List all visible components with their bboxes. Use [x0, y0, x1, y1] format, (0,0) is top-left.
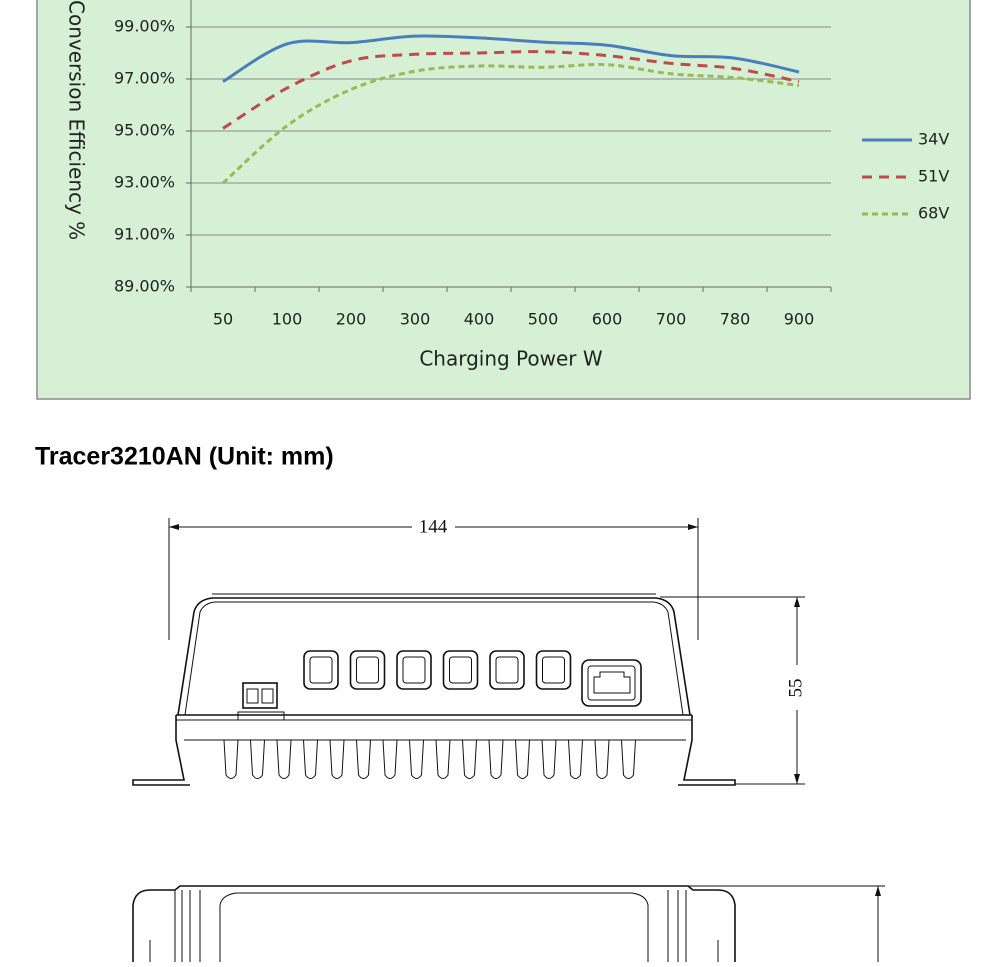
- fin: [594, 739, 610, 779]
- series-line: [222, 50, 800, 130]
- fin: [621, 739, 636, 779]
- width-dimension: 144: [419, 516, 448, 537]
- button-inner: [402, 656, 426, 684]
- button-outline: [489, 650, 525, 690]
- y-tick-label: 99.00%: [114, 17, 175, 36]
- series-line: [222, 34, 800, 83]
- button-inner: [495, 656, 519, 684]
- chart-frame: [36, 0, 971, 400]
- x-tick-label: 100: [272, 310, 303, 329]
- y-axis-label: Conversion Efficiency %: [65, 0, 89, 240]
- button-outline: [303, 650, 339, 690]
- x-tick-label: 700: [656, 310, 687, 329]
- fin: [223, 739, 239, 779]
- button-inner: [356, 656, 379, 684]
- fin: [515, 739, 530, 779]
- x-tick-label: 900: [784, 310, 815, 329]
- fin: [462, 739, 477, 779]
- button-inner: [309, 656, 333, 684]
- series-line: [222, 62, 800, 185]
- height-dimension: 55: [785, 679, 806, 698]
- fin: [541, 739, 557, 779]
- x-tick-label: 600: [592, 310, 623, 329]
- legend-label: 68V: [918, 204, 949, 223]
- x-tick-label: 50: [213, 310, 233, 329]
- fin: [356, 739, 371, 779]
- fin: [568, 739, 583, 779]
- button-outline: [442, 650, 479, 690]
- x-tick-label: 780: [720, 310, 751, 329]
- technical-drawing: 144 55: [132, 516, 885, 962]
- fin: [250, 739, 265, 779]
- button-inner: [449, 656, 472, 684]
- fin: [276, 739, 292, 779]
- fin: [409, 739, 424, 779]
- fin: [488, 739, 504, 779]
- chart: 89.00% 91.00% 93.00% 95.00% 97.00% 99.00% 50 10…: [114, 0, 949, 329]
- button-outline: [535, 650, 572, 690]
- x-axis-label: Charging Power W: [419, 347, 603, 371]
- y-tick-label: 93.00%: [114, 173, 175, 192]
- x-tick-label: 500: [528, 310, 559, 329]
- fin: [329, 739, 345, 779]
- fin: [435, 739, 451, 779]
- legend-label: 34V: [918, 130, 949, 149]
- fin: [382, 739, 398, 779]
- button-outline: [396, 650, 432, 690]
- y-tick-label: 89.00%: [114, 277, 175, 296]
- button-outline: [349, 650, 386, 690]
- y-tick-label: 97.00%: [114, 69, 175, 88]
- button-inner: [542, 656, 565, 684]
- y-tick-label: 95.00%: [114, 121, 175, 140]
- legend-label: 51V: [918, 167, 949, 186]
- drawing-title: Tracer3210AN (Unit: mm): [35, 443, 334, 471]
- x-tick-label: 300: [400, 310, 431, 329]
- x-tick-label: 200: [336, 310, 367, 329]
- y-tick-label: 91.00%: [114, 225, 175, 244]
- fin: [303, 739, 318, 779]
- x-tick-label: 400: [464, 310, 495, 329]
